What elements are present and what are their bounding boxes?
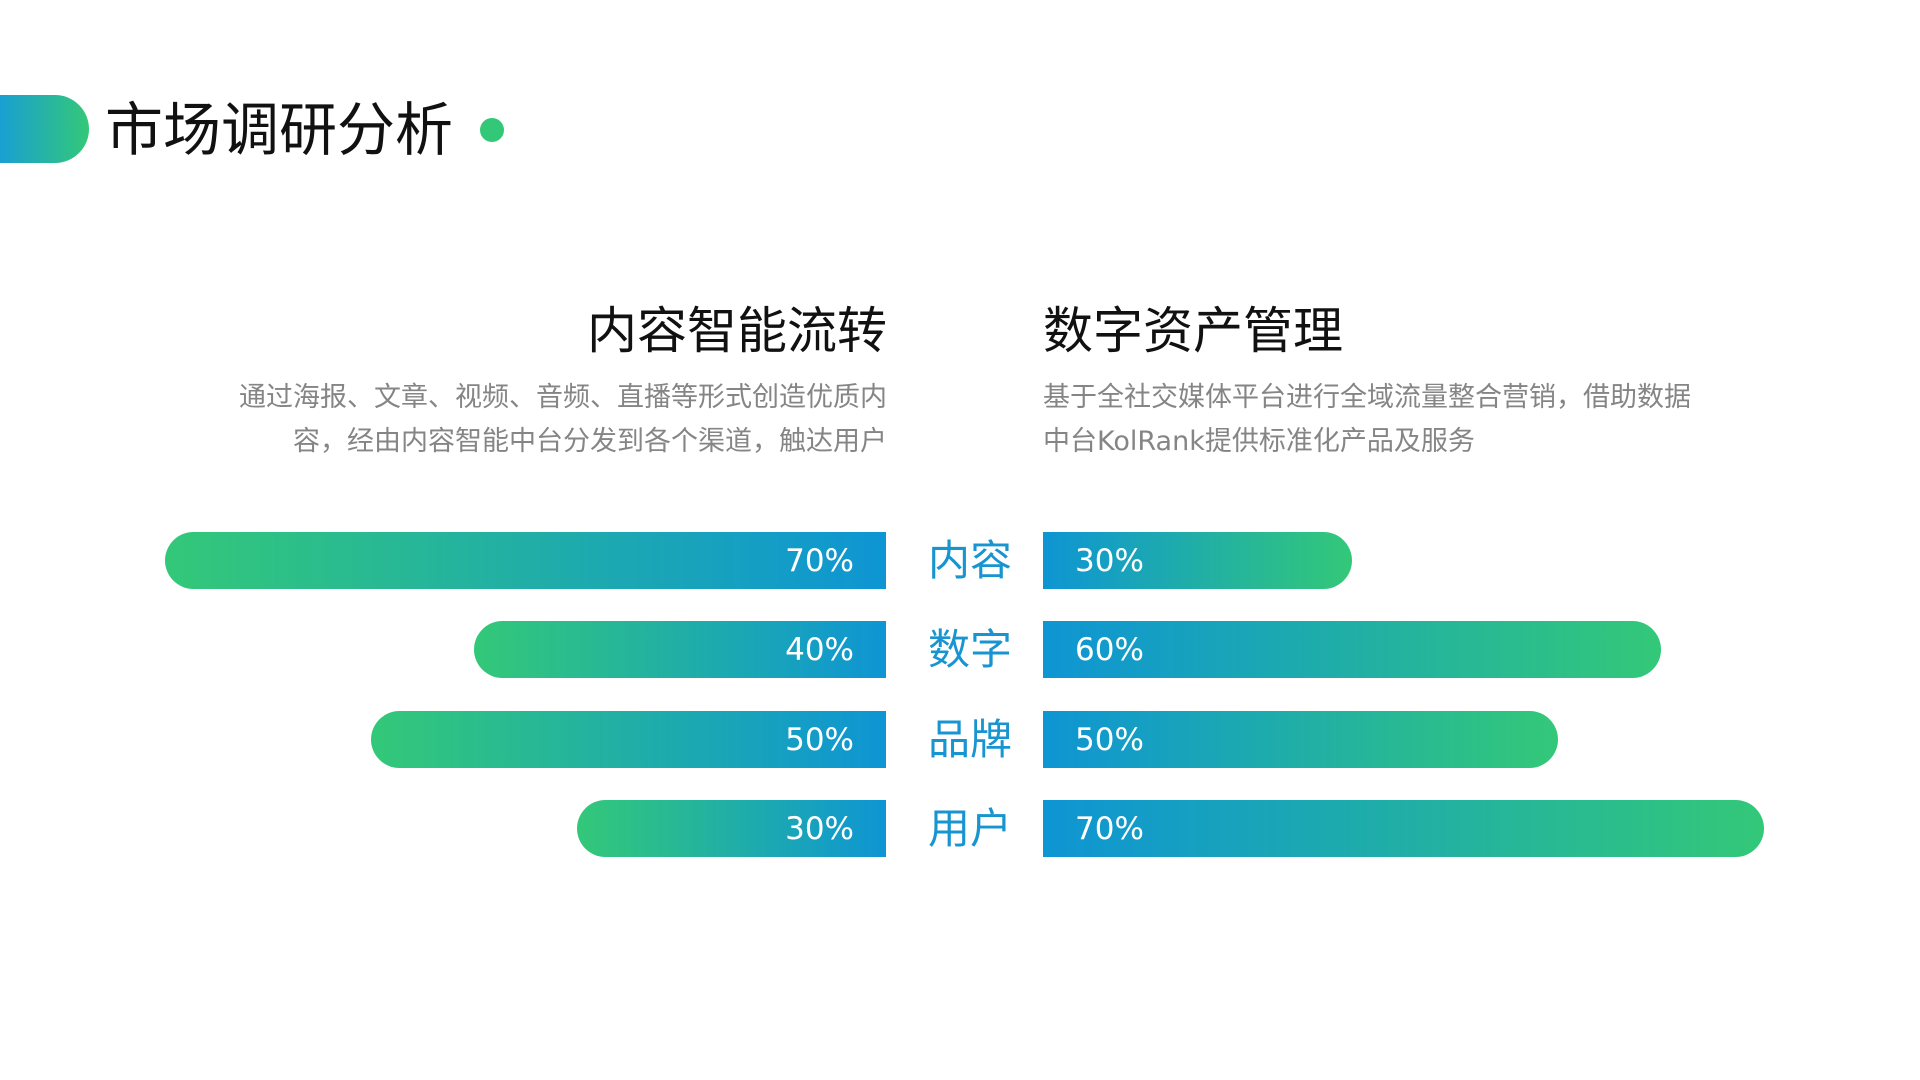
left-description-line: 通过海报、文章、视频、音频、直播等形式创造优质内 <box>239 382 887 413</box>
left-bar-value-label: 30% <box>785 810 854 847</box>
right-bar: 70% <box>1043 800 1764 857</box>
left-bar: 40% <box>474 621 886 678</box>
title-dot-decoration <box>480 118 504 142</box>
header-accent-tab <box>0 95 89 163</box>
right-section-description: 基于全社交媒体平台进行全域流量整合营销，借助数据 中台KolRank提供标准化产… <box>1043 376 1743 464</box>
left-bar: 30% <box>577 800 886 857</box>
left-description-line: 容，经由内容智能中台分发到各个渠道，触达用户 <box>293 426 887 457</box>
left-bar: 70% <box>165 532 886 589</box>
category-label: 内容 <box>927 536 1012 585</box>
page-title: 市场调研分析 <box>105 96 454 164</box>
right-bar: 50% <box>1043 711 1558 768</box>
right-bar-value-label: 70% <box>1075 810 1144 847</box>
right-bar-value-label: 30% <box>1075 542 1144 579</box>
right-bar-value-label: 50% <box>1075 721 1144 758</box>
left-section-description: 通过海报、文章、视频、音频、直播等形式创造优质内 容，经由内容智能中台分发到各个… <box>187 376 887 464</box>
category-label: 用户 <box>927 804 1012 853</box>
category-label: 数字 <box>927 625 1012 674</box>
right-bar-value-label: 60% <box>1075 631 1144 668</box>
left-bar-value-label: 40% <box>785 631 854 668</box>
right-description-line: 基于全社交媒体平台进行全域流量整合营销，借助数据 <box>1043 382 1691 413</box>
right-bar: 30% <box>1043 532 1352 589</box>
right-section-title: 数字资产管理 <box>1043 302 1343 360</box>
right-bar: 60% <box>1043 621 1661 678</box>
left-bar-value-label: 70% <box>785 542 854 579</box>
left-bar: 50% <box>371 711 886 768</box>
right-description-line: 中台KolRank提供标准化产品及服务 <box>1043 426 1475 457</box>
left-section-title: 内容智能流转 <box>587 302 887 360</box>
left-bar-value-label: 50% <box>785 721 854 758</box>
category-label: 品牌 <box>927 715 1012 764</box>
